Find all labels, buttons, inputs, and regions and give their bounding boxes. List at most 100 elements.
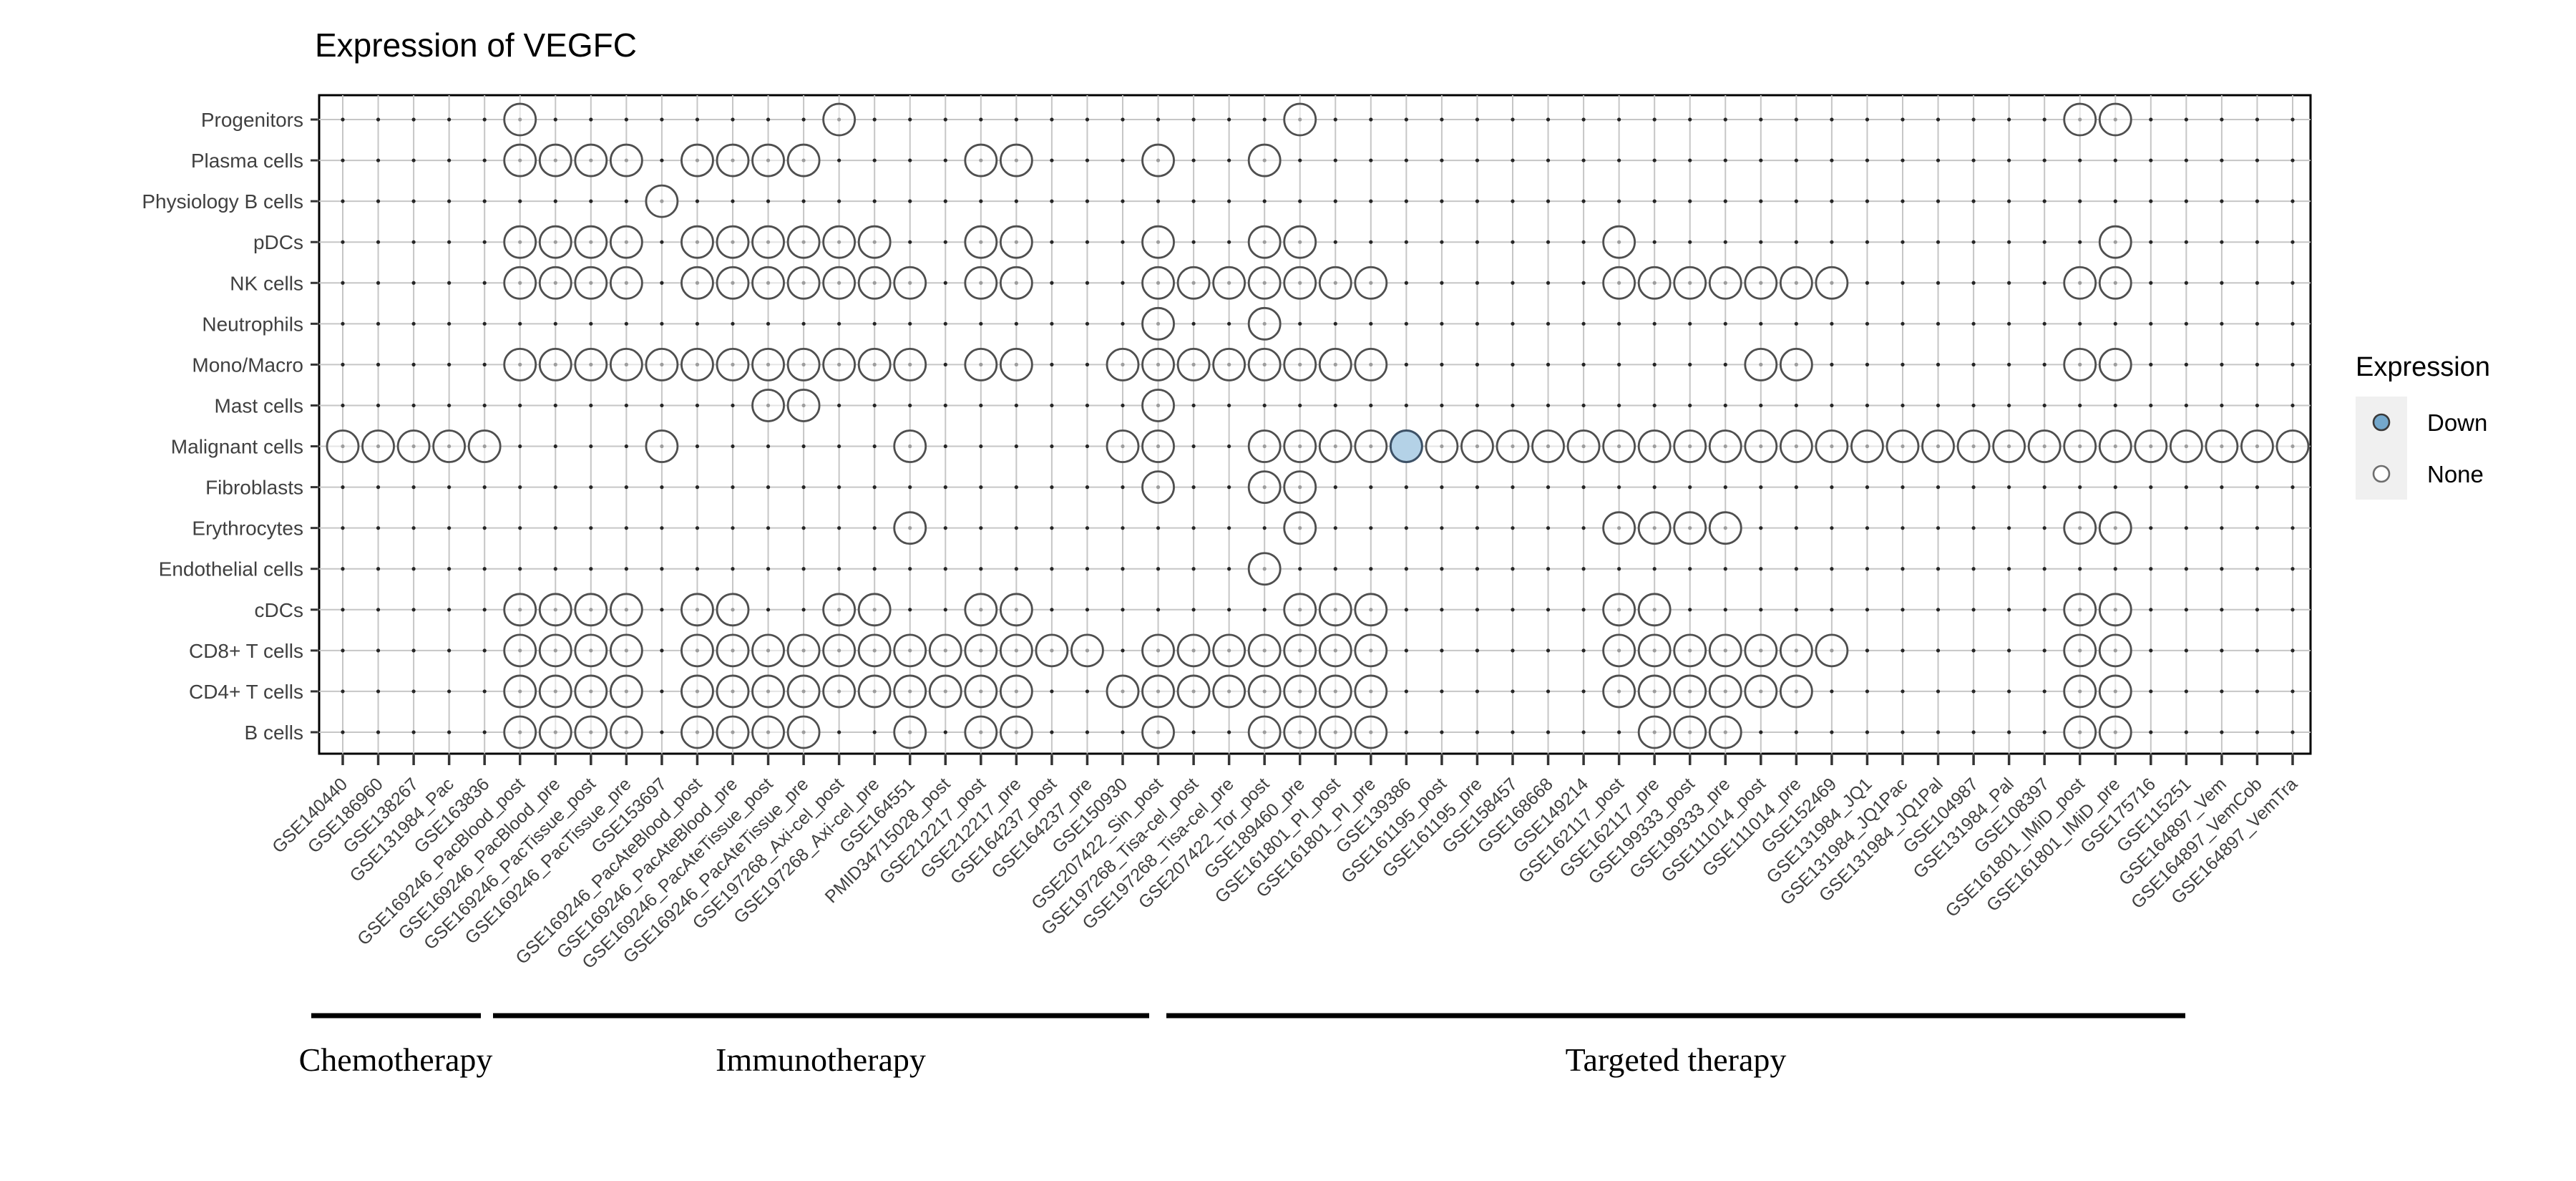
grid-intersection-dot [447,526,452,530]
y-tick-label: Neutrophils [202,313,303,335]
grid-intersection-dot [411,240,416,244]
grid-intersection-dot [1050,281,1054,285]
grid-intersection-dot [1865,648,1870,653]
grid-intersection-dot [1794,158,1798,162]
grid-intersection-dot [1794,240,1798,244]
grid-intersection-dot [660,526,664,530]
grid-intersection-dot [660,567,664,571]
grid-intersection-dot [1901,240,1905,244]
grid-intersection-dot [1404,730,1408,734]
grid-intersection-dot [447,240,452,244]
chart-title: Expression of VEGFC [315,26,637,64]
grid-intersection-dot [518,444,522,449]
grid-intersection-dot [1085,526,1090,530]
y-tick-label: B cells [245,721,303,744]
expression-dot-none [1744,347,1778,381]
grid-intersection-dot [2184,403,2188,408]
grid-intersection-dot [979,567,983,571]
expression-dot-none [751,266,785,300]
grid-intersection-dot [341,526,345,530]
expression-dot-none [751,347,785,381]
grid-intersection-dot [1227,321,1231,326]
grid-intersection-dot [1581,240,1586,244]
expression-dot-none [2134,429,2168,463]
grid-intersection-dot [2184,730,2188,734]
grid-intersection-dot [1050,199,1054,203]
grid-intersection-dot [1404,362,1408,366]
grid-intersection-dot [1794,485,1798,490]
grid-intersection-dot [1440,730,1444,734]
grid-intersection-dot [1901,608,1905,612]
expression-dot-none [1247,633,1282,668]
chemotherapy-group-label: Chemotherapy [299,1041,493,1078]
expression-dot-none [1779,266,1813,300]
expression-dot-none [1708,674,1742,709]
grid-intersection-dot [1121,199,1125,203]
grid-intersection-dot [872,526,877,530]
expression-dot-none [2063,347,2097,381]
y-tick-label: CD8+ T cells [189,640,303,662]
grid-intersection-dot [1511,730,1515,734]
grid-intersection-dot [2184,485,2188,490]
grid-intersection-dot [624,526,628,530]
grid-intersection-dot [518,321,522,326]
grid-intersection-dot [589,567,593,571]
grid-intersection-dot [2113,485,2117,490]
grid-intersection-dot [2184,526,2188,530]
expression-dot-none [574,593,608,627]
expression-dot-none [503,143,537,178]
grid-intersection-dot [1475,199,1480,203]
grid-intersection-dot [1511,199,1515,203]
grid-intersection-dot [1865,362,1870,366]
grid-intersection-dot [1759,158,1763,162]
grid-intersection-dot [376,117,381,122]
expression-dot-none [1176,633,1211,668]
expression-dot-none [1283,633,1317,668]
grid-intersection-dot [1121,240,1125,244]
expression-dot-none [716,225,750,259]
grid-intersection-dot [411,321,416,326]
expression-dot-none [2063,593,2097,627]
grid-intersection-dot [1901,648,1905,653]
grid-intersection-dot [695,321,700,326]
grid-intersection-dot [2290,648,2295,653]
grid-intersection-dot [2184,199,2188,203]
grid-intersection-dot [1865,199,1870,203]
grid-intersection-dot [695,567,700,571]
grid-intersection-dot [1298,321,1302,326]
expression-dot-none [574,143,608,178]
x-axis-labels: GSE140440GSE186960GSE138267GSE131984_Pac… [268,774,2301,973]
expression-dot-none [2275,429,2310,463]
grid-intersection-dot [2149,117,2153,122]
grid-intersection-dot [2042,199,2046,203]
grid-intersection-dot [979,444,983,449]
grid-intersection-dot [943,608,947,612]
expression-dot-none [1283,102,1317,137]
grid-intersection-dot [2184,362,2188,366]
grid-intersection-dot [1369,526,1373,530]
grid-intersection-dot [943,403,947,408]
grid-intersection-dot [1333,485,1337,490]
grid-intersection-dot [518,485,522,490]
expression-dot-none [1141,225,1175,259]
grid-intersection-dot [1191,485,1196,490]
grid-intersection-dot [2149,362,2153,366]
expression-dot-none [786,225,821,259]
grid-intersection-dot [376,730,381,734]
grid-intersection-dot [411,362,416,366]
expression-dot-none [645,184,679,218]
grid-intersection-dot [1085,117,1090,122]
grid-intersection-dot [1688,158,1692,162]
expression-dot-none [1354,715,1388,749]
grid-intersection-dot [1511,608,1515,612]
grid-intersection-dot [624,199,628,203]
grid-intersection-dot [1050,240,1054,244]
grid-intersection-dot [2113,321,2117,326]
grid-intersection-dot [1440,362,1444,366]
grid-intersection-dot [2220,321,2224,326]
expression-dot-none [893,674,927,709]
grid-intersection-dot [1865,240,1870,244]
y-tick-label: Mono/Macro [192,354,303,376]
grid-intersection-dot [2184,240,2188,244]
